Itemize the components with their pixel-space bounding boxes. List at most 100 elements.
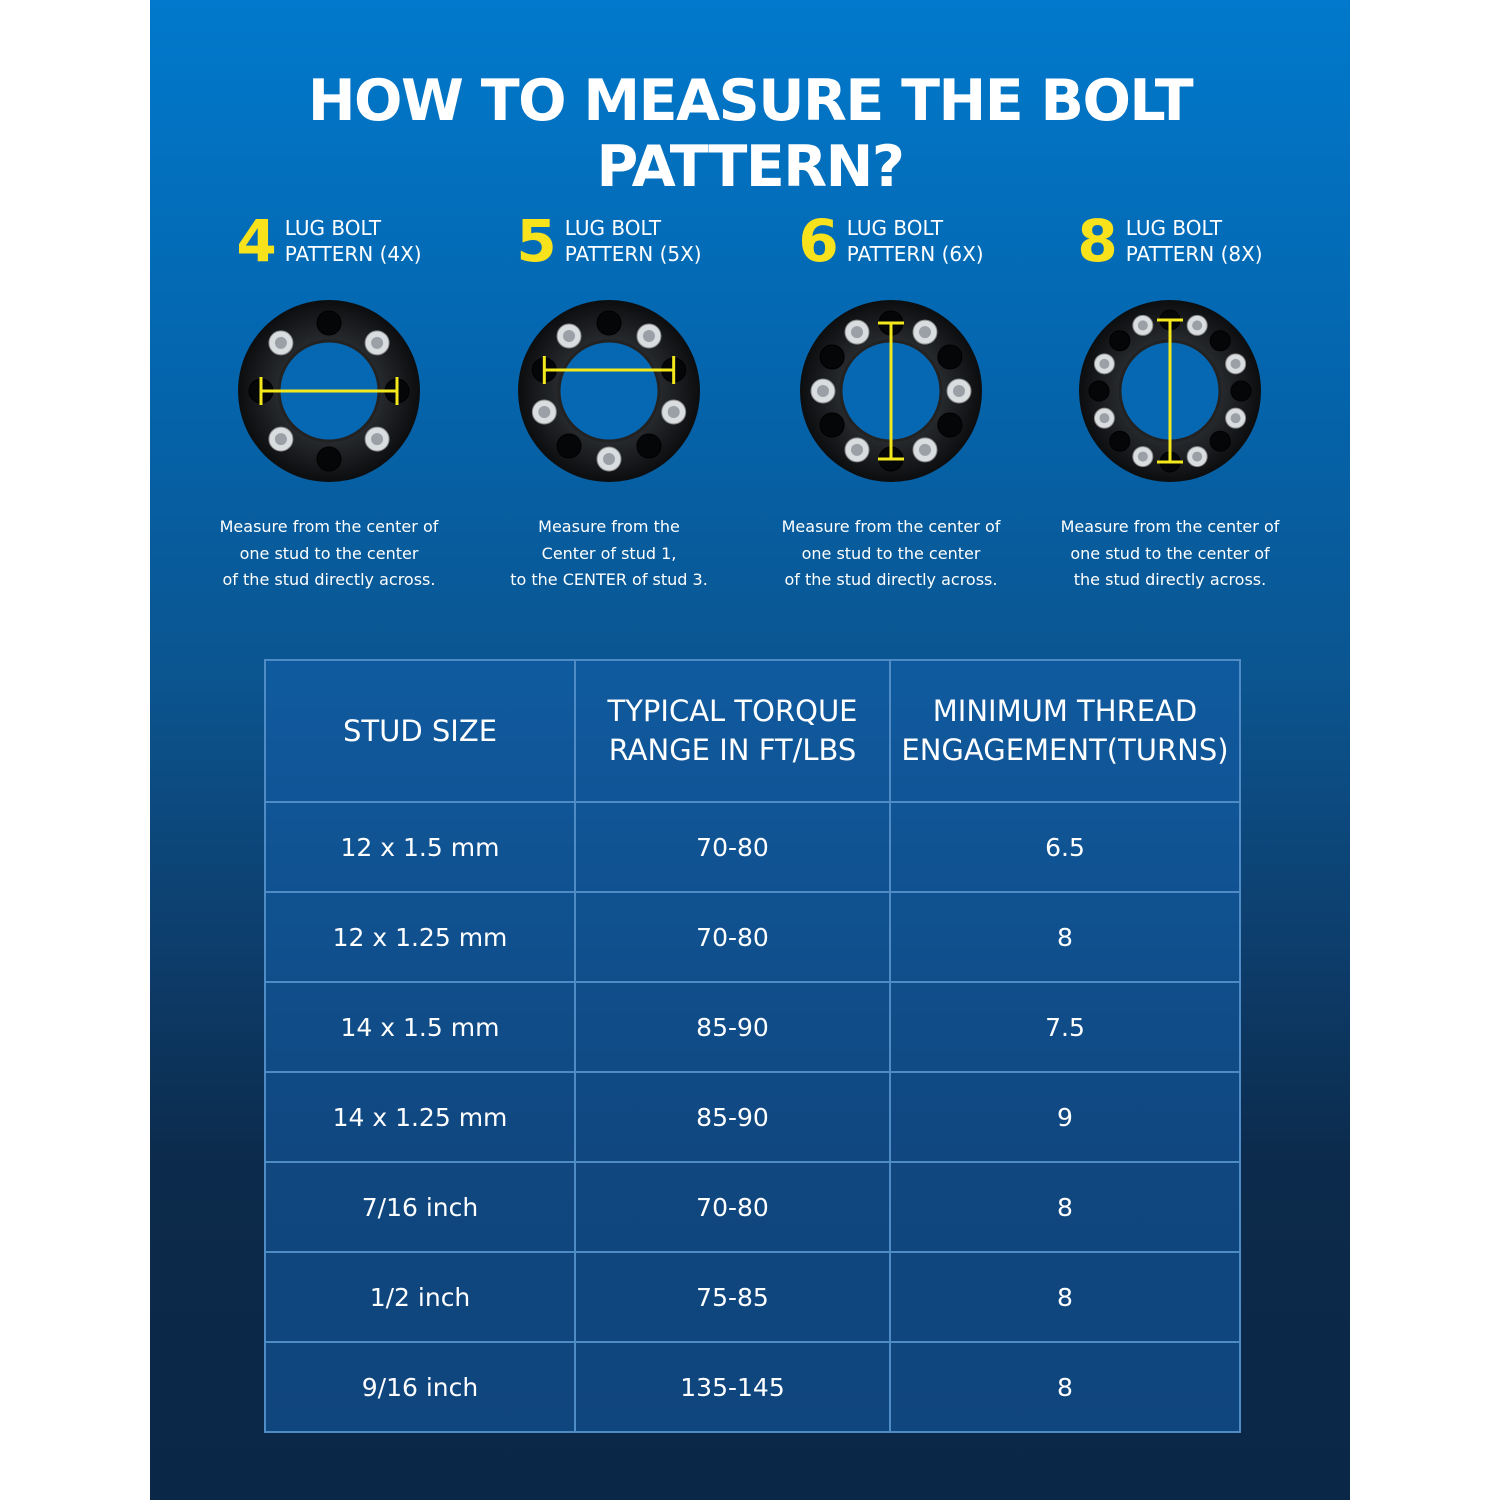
stud-nut-icon [844,319,870,345]
table-cell: 70-80 [574,1161,891,1253]
table-cell: 8 [889,1341,1241,1433]
table-cell: 8 [889,1161,1241,1253]
table-cell: 14 x 1.25 mm [264,1071,576,1163]
stud-nut-icon [596,446,622,472]
description-line: of the stud directly across. [222,570,436,589]
table-row: 1/2 inch 75-85 8 [264,1251,1241,1343]
description-line: one stud to the center of [1070,543,1270,563]
table-row: 14 x 1.5 mm 85-90 7.5 [264,981,1241,1073]
table-cell: 7/16 inch [264,1161,576,1253]
lug-hole [1088,380,1110,402]
pattern-description: Measure from the center of one stud to th… [189,514,469,594]
table-cell: 8 [889,1251,1241,1343]
lug-hole [556,433,582,459]
table-cell: 70-80 [574,801,891,893]
table-row: 9/16 inch 135-145 8 [264,1341,1241,1433]
wheel-spacer-5-lug [518,300,700,482]
table-cell: 85-90 [574,1071,891,1163]
measurement-line [878,321,904,461]
column-header: STUD SIZE [264,659,576,803]
lug-hole [1109,430,1131,452]
stud-nut-icon [1132,446,1154,468]
stud-nut-icon [1186,314,1208,336]
lug-hole [1209,430,1231,452]
pattern-heading-5: 5 LUG BOLT PATTERN (5X) [469,212,749,270]
stud-nut-icon [1093,407,1115,429]
center-bore [557,339,661,443]
lug-hole [316,310,342,336]
lug-hole [1230,380,1252,402]
pattern-description: Measure from the center of one stud to th… [751,514,1031,594]
table-cell: 9 [889,1071,1241,1163]
wheel-spacer-4-lug [238,300,420,482]
pattern-label-line1: LUG BOLT [564,216,662,240]
measurement-line [542,355,676,384]
table-row: 12 x 1.25 mm 70-80 8 [264,891,1241,983]
stud-nut-icon [1225,407,1247,429]
lug-hole [937,344,963,370]
description-line: to the CENTER of stud 3. [510,570,708,589]
table-row: 7/16 inch 70-80 8 [264,1161,1241,1253]
lug-hole [1209,330,1231,352]
page-title: HOW TO MEASURE THE BOLT PATTERN? [307,68,1194,200]
table-row: 14 x 1.25 mm 85-90 9 [264,1071,1241,1163]
table-cell: 6.5 [889,801,1241,893]
description-line: Measure from the [538,517,680,536]
pattern-description: Measure from the Center of stud 1, to the … [469,514,749,594]
header-line: STUD SIZE [342,713,498,748]
table-cell: 70-80 [574,891,891,983]
stud-nut-icon [1132,314,1154,336]
pattern-label-line1: LUG BOLT [846,216,944,240]
table-cell: 12 x 1.25 mm [264,891,576,983]
lug-count: 8 [1077,207,1118,275]
table-header-row: STUD SIZE TYPICAL TORQUE RANGE IN FT/LBS MI… [264,659,1241,803]
table-cell: 1/2 inch [264,1251,576,1343]
header-line: RANGE IN FT/LBS [608,733,857,767]
stud-nut-icon [810,378,836,404]
table-cell: 135-145 [574,1341,891,1433]
lug-hole [819,412,845,438]
description-line: the stud directly across. [1073,570,1267,589]
pattern-label-line2: PATTERN (8X) [1125,242,1263,266]
measurement-line [259,377,399,405]
wheel-spacer-6-lug [800,300,982,482]
stud-nut-icon [268,426,294,452]
lug-hole [819,344,845,370]
stud-nut-icon [844,437,870,463]
table-cell: 9/16 inch [264,1341,576,1433]
header-line: MINIMUM THREAD [932,694,1198,728]
lug-count: 5 [516,207,557,275]
stud-nut-icon [531,399,557,425]
pattern-heading-8: 8 LUG BOLT PATTERN (8X) [1030,212,1310,270]
stud-nut-icon [912,437,938,463]
pattern-label-line2: PATTERN (5X) [564,242,702,266]
stud-nut-icon [1225,353,1247,375]
pattern-heading-6: 6 LUG BOLT PATTERN (6X) [751,212,1031,270]
torque-table: STUD SIZE TYPICAL TORQUE RANGE IN FT/LBS MI… [264,659,1241,1433]
lug-hole [316,446,342,472]
pattern-label-line1: LUG BOLT [1125,216,1223,240]
table-cell: 75-85 [574,1251,891,1343]
pattern-description: Measure from the center of one stud to th… [1030,514,1310,594]
stud-nut-icon [364,426,390,452]
lug-hole [596,310,622,336]
description-line: one stud to the center [801,543,981,563]
table-row: 12 x 1.5 mm 70-80 6.5 [264,801,1241,893]
header-line: TYPICAL TORQUE [607,694,858,728]
lug-hole [937,412,963,438]
measurement-line [1157,318,1183,464]
stud-nut-icon [268,330,294,356]
lug-count: 6 [798,207,839,275]
description-line: one stud to the center [239,543,419,563]
stud-nut-icon [1093,353,1115,375]
stud-nut-icon [636,323,662,349]
table-cell: 14 x 1.5 mm [264,981,576,1073]
pattern-heading-4: 4 LUG BOLT PATTERN (4X) [189,212,469,270]
pattern-label-line1: LUG BOLT [284,216,382,240]
column-header: MINIMUM THREAD ENGAGEMENT(TURNS) [889,659,1241,803]
lug-hole [1109,330,1131,352]
lug-hole [636,433,662,459]
column-header: TYPICAL TORQUE RANGE IN FT/LBS [574,659,891,803]
description-line: Center of stud 1, [541,543,677,563]
description-line: Measure from the center of [1060,517,1280,536]
